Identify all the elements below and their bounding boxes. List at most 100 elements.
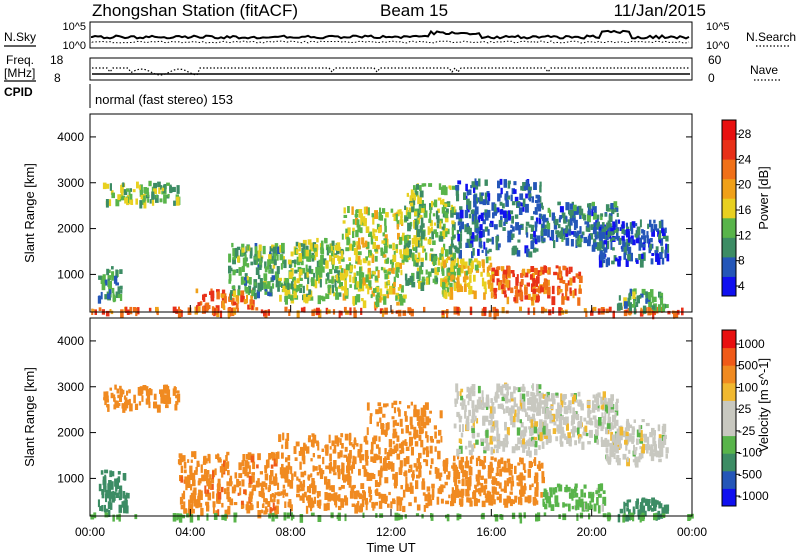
heatmap-cell	[296, 476, 299, 481]
heatmap-cell	[600, 213, 604, 217]
heatmap-cell	[386, 403, 389, 407]
heatmap-cell	[365, 284, 368, 289]
heatmap-cell	[316, 500, 321, 507]
heatmap-cell	[529, 197, 532, 202]
heatmap-cell	[99, 505, 102, 511]
heatmap-cell	[530, 424, 535, 433]
heatmap-cell	[475, 268, 480, 273]
heatmap-cell	[285, 457, 288, 463]
heatmap-cell	[430, 226, 433, 233]
heatmap-cell	[287, 282, 290, 290]
heatmap-cell	[415, 191, 418, 195]
heatmap-cell	[586, 221, 590, 228]
heatmap-cell	[409, 221, 413, 227]
heatmap-cell	[392, 473, 397, 480]
heatmap-cell	[444, 228, 448, 232]
heatmap-cell	[548, 395, 551, 400]
heatmap-cell	[355, 490, 360, 497]
heatmap-cell	[456, 267, 461, 276]
heatmap-cell	[508, 469, 513, 476]
heatmap-cell	[115, 400, 119, 404]
heatmap-cell	[183, 490, 186, 500]
heatmap-cell	[360, 283, 365, 292]
heatmap-cell	[159, 198, 163, 203]
heatmap-cell	[596, 408, 600, 412]
heatmap-cell	[618, 305, 623, 310]
heatmap-cell	[451, 220, 455, 225]
heatmap-cell	[369, 413, 373, 417]
heatmap-cell	[538, 445, 541, 450]
heatmap-cell	[612, 247, 615, 251]
heatmap-cell	[470, 455, 474, 460]
heatmap-cell	[485, 394, 490, 404]
heatmap-cell	[587, 238, 591, 243]
heatmap-cell	[151, 199, 155, 206]
heatmap-cell	[470, 185, 473, 189]
heatmap-cell	[377, 270, 380, 278]
heatmap-cell	[442, 461, 446, 471]
heatmap-cell	[106, 268, 110, 276]
heatmap-cell	[605, 454, 609, 461]
heatmap-cell	[547, 438, 552, 444]
heatmap-cell	[546, 391, 550, 398]
heatmap-cell	[578, 399, 582, 407]
colorbar-segment	[722, 330, 736, 349]
heatmap-cell	[469, 267, 472, 275]
heatmap-cell	[494, 269, 499, 276]
heatmap-cell	[457, 233, 460, 242]
heatmap-cell	[496, 427, 499, 435]
heatmap-cell	[227, 310, 230, 319]
heatmap-cell	[486, 238, 489, 243]
heatmap-cell	[425, 416, 430, 426]
heatmap-cell	[183, 469, 187, 474]
heatmap-cell	[203, 456, 206, 463]
heatmap-cell	[541, 400, 545, 405]
heatmap-cell	[365, 460, 369, 466]
heatmap-cell	[279, 294, 282, 302]
heatmap-cell	[346, 236, 350, 246]
heatmap-cell	[639, 219, 642, 228]
heatmap-cell	[117, 485, 122, 490]
heatmap-cell	[480, 459, 484, 465]
heatmap-cell	[506, 427, 510, 436]
heatmap-cell	[357, 288, 361, 292]
heatmap-cell	[273, 452, 276, 459]
heatmap-cell	[256, 464, 259, 469]
heatmap-cell	[543, 288, 546, 295]
heatmap-cell	[249, 491, 253, 499]
heatmap-cell	[480, 271, 483, 277]
heatmap-cell	[532, 237, 536, 243]
heatmap-cell	[284, 278, 289, 284]
heatmap-cell	[197, 514, 200, 521]
heatmap-cell	[606, 240, 610, 249]
heatmap-cell	[160, 395, 165, 404]
heatmap-cell	[362, 216, 366, 223]
heatmap-cell	[380, 297, 385, 301]
heatmap-cell	[633, 444, 635, 452]
heatmap-cell	[544, 492, 549, 500]
heatmap-cell	[574, 440, 577, 446]
heatmap-cell	[570, 488, 573, 498]
heatmap-cell	[463, 471, 466, 476]
heatmap-cell	[350, 492, 353, 497]
heatmap-cell	[215, 454, 220, 459]
heatmap-cell	[221, 514, 226, 521]
heatmap-cell	[517, 289, 522, 293]
heatmap-cell	[231, 285, 236, 289]
heatmap-cell	[316, 471, 320, 476]
heatmap-cell	[111, 272, 114, 281]
heatmap-cell	[232, 248, 236, 257]
heatmap-cell	[117, 294, 121, 299]
heatmap-cell	[110, 471, 115, 477]
heatmap-cell	[522, 429, 527, 437]
heatmap-cell	[450, 493, 454, 500]
y-tick-label: 2000	[57, 426, 84, 440]
heatmap-cell	[476, 418, 479, 424]
heatmap-cell	[398, 409, 401, 417]
heatmap-cell	[562, 417, 567, 425]
heatmap-cell	[403, 252, 407, 262]
heatmap-cell	[609, 442, 613, 451]
heatmap-cell	[373, 455, 378, 460]
heatmap-cell	[423, 459, 427, 463]
heatmap-cell	[596, 497, 599, 506]
